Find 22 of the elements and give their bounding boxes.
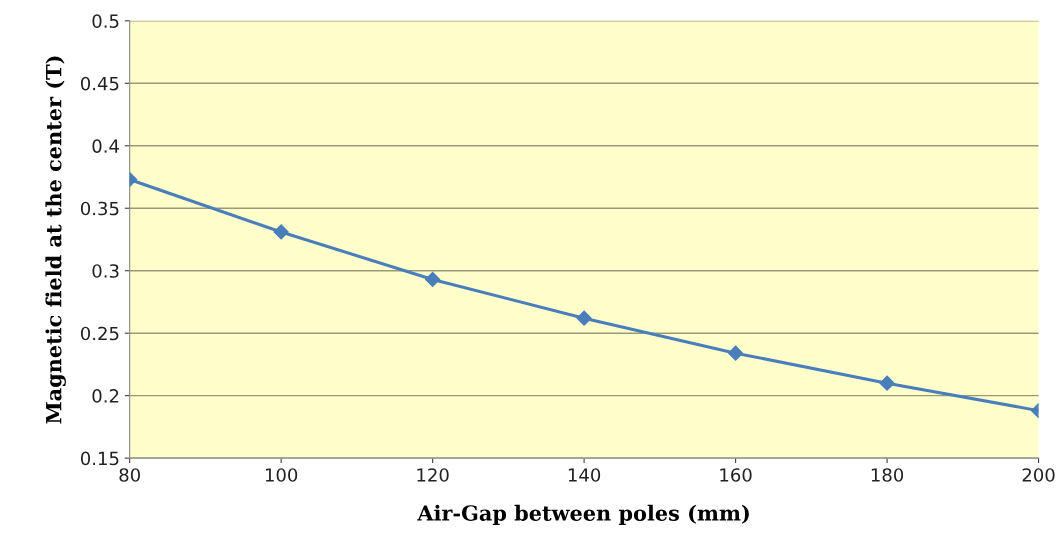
y-tick-label: 0.25 bbox=[80, 326, 119, 341]
y-tick-label: 0.2 bbox=[92, 389, 119, 403]
x-tick-label: 100 bbox=[265, 468, 298, 482]
x-tick-label: 80 bbox=[119, 468, 140, 482]
y-tick-label: 0.3 bbox=[92, 264, 119, 278]
y-tick-label: 0.45 bbox=[80, 76, 119, 91]
x-axis-title: Air-Gap between poles (mm) bbox=[417, 504, 749, 525]
point bbox=[879, 375, 895, 391]
x-tick-label: 160 bbox=[720, 468, 752, 482]
x-tick-label: 120 bbox=[417, 468, 449, 482]
x-tick-label: 180 bbox=[871, 468, 904, 482]
x-tick-label: 200 bbox=[1022, 468, 1055, 482]
y-axis-title: Magnetic field at the center (T) bbox=[45, 56, 66, 424]
point bbox=[576, 310, 592, 326]
y-tick-label: 0.15 bbox=[80, 451, 119, 466]
y-tick-label: 0.5 bbox=[92, 14, 119, 28]
y-tick-label: 0.4 bbox=[92, 139, 119, 153]
y-tick-label: 0.35 bbox=[80, 201, 119, 216]
x-tick-label: 140 bbox=[568, 468, 601, 482]
point bbox=[728, 345, 744, 361]
point bbox=[273, 224, 289, 240]
point bbox=[425, 271, 441, 288]
